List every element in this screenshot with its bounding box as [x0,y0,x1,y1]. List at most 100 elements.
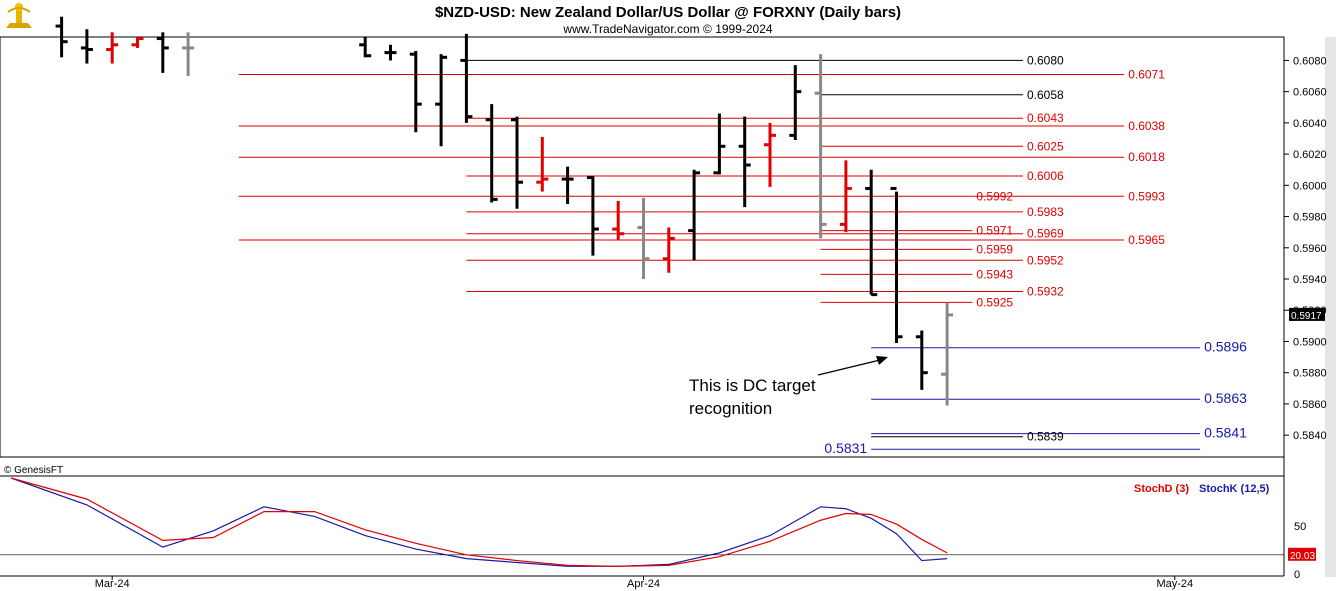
level-label: 0.5983 [1027,205,1064,219]
footer-credit: © GenesisFT [4,465,63,476]
level-label: 0.6018 [1128,150,1165,164]
level-0.5959: 0.5959 [820,242,1013,256]
ohlc-bar [460,33,473,123]
level-0.6058: 0.6058 [820,88,1064,102]
ohlc-bar [561,166,574,205]
ohlc-bar [359,37,372,58]
chart-title: $NZD-USD: New Zealand Dollar/US Dollar @… [435,4,901,21]
price-tick-label: 0.5900 [1293,336,1327,348]
ohlc-bar [839,160,852,233]
level-0.6071: 0.6071 [238,67,1165,81]
stoch-series-1 [10,477,948,567]
level-label: 0.5863 [1204,390,1247,406]
level-label: 0.6006 [1027,169,1064,183]
level-0.6025: 0.6025 [820,139,1064,153]
date-tick-label: May-24 [1156,578,1193,590]
level-label: 0.5971 [976,224,1013,238]
level-0.6006: 0.6006 [466,169,1064,183]
ohlc-bar [586,175,599,256]
ohlc-bar [713,113,726,175]
price-bars [55,16,954,406]
stochastic-panel: 50 0 [0,477,1306,581]
price-tick-label: 0.5860 [1293,399,1327,411]
chart-subtitle: www.TradeNavigator.com © 1999-2024 [562,22,772,36]
gold-trophy-icon [6,3,32,28]
date-tick-label: Apr-24 [627,578,660,590]
ohlc-bar [941,302,954,406]
level-0.5943: 0.5943 [820,267,1013,281]
level-label: 0.5965 [1128,233,1165,247]
level-0.6043: 0.6043 [466,111,1064,125]
date-tick-label: Mar-24 [95,578,130,590]
ohlc-bar [814,54,827,239]
target-levels: 0.6080 0.6071 0.6058 0.6043 0.6038 0.6025 0.60… [238,53,1247,456]
ohlc-bar [435,54,448,147]
ohlc-bar [409,51,422,133]
level-0.5932: 0.5932 [466,284,1064,298]
ohlc-bar [131,37,144,48]
level-label: 0.6080 [1027,53,1064,67]
date-axis: Mar-24 Apr-24 May-24 [95,576,1193,590]
last-price-tag: 0.5917 [1289,307,1325,322]
level-label: 0.6038 [1128,119,1165,133]
annotation-line-2: recognition [689,399,772,418]
annotation: This is DC target recognition [689,356,888,418]
level-0.5952: 0.5952 [466,253,1064,267]
ohlc-bar [738,116,751,208]
ohlc-bar [511,116,523,209]
level-label: 0.5839 [1027,430,1064,444]
logo [6,3,32,28]
stoch-last-tag: 20.03 [1288,547,1316,562]
ohlc-bar [890,186,903,344]
ohlc-bar [384,44,397,61]
level-0.5925: 0.5925 [820,295,1013,309]
price-tick-label: 0.5840 [1293,430,1327,442]
legend-stochk: StochK (12,5) [1199,483,1270,495]
ohlc-bar [106,32,119,64]
level-label: 0.5952 [1027,253,1064,267]
stoch-series-0 [10,477,948,567]
stoch-tick-label: 50 [1294,521,1306,533]
level-0.5993: 0.5993 [972,189,1165,203]
ohlc-bar [182,32,195,77]
price-tick-label: 0.6020 [1293,149,1327,161]
level-label: 0.5993 [1128,189,1165,203]
level-0.5896: 0.5896 [871,339,1247,355]
legend-stochd: StochD (3) [1134,483,1189,495]
arrow-head-icon [876,356,888,365]
level-0.5971: 0.5971 [820,224,1013,238]
ohlc-bar [764,122,776,187]
ohlc-bar [688,169,701,261]
ohlc-bar [55,16,68,58]
ohlc-bar [485,104,498,203]
price-tick-label: 0.6040 [1293,118,1327,130]
level-label: 0.5831 [824,440,867,456]
price-tick-label: 0.5940 [1293,274,1327,286]
ohlc-bar [662,227,675,273]
level-label: 0.5959 [976,242,1013,256]
stoch-tick-label: 0 [1294,569,1300,581]
ohlc-bar [637,197,650,280]
level-label: 0.6058 [1027,88,1064,102]
ohlc-bar [156,32,169,73]
ohlc-bar [915,330,928,390]
level-label: 0.5969 [1027,227,1064,241]
level-0.5841: 0.5841 [871,425,1247,441]
price-tick-label: 0.6080 [1293,55,1327,67]
price-tick-label: 0.5960 [1293,243,1327,255]
ohlc-bar [789,65,802,141]
level-label: 0.6043 [1027,111,1064,125]
level-0.5969: 0.5969 [466,227,1064,241]
ohlc-bar [536,136,549,192]
level-0.5831: 0.5831 [824,440,1201,456]
level-label: 0.5943 [976,267,1013,281]
level-label: 0.5896 [1204,339,1247,355]
right-scrollbar[interactable] [1325,37,1336,577]
ohlc-bar [612,200,625,240]
level-label: 0.5925 [976,295,1013,309]
level-label: 0.6071 [1128,67,1165,81]
ohlc-bar [865,169,878,297]
price-axis: 0.6080 0.6060 0.6040 0.6020 0.6000 0.5980 0.59… [1284,55,1327,442]
level-0.5839: 0.5839 [871,430,1064,444]
